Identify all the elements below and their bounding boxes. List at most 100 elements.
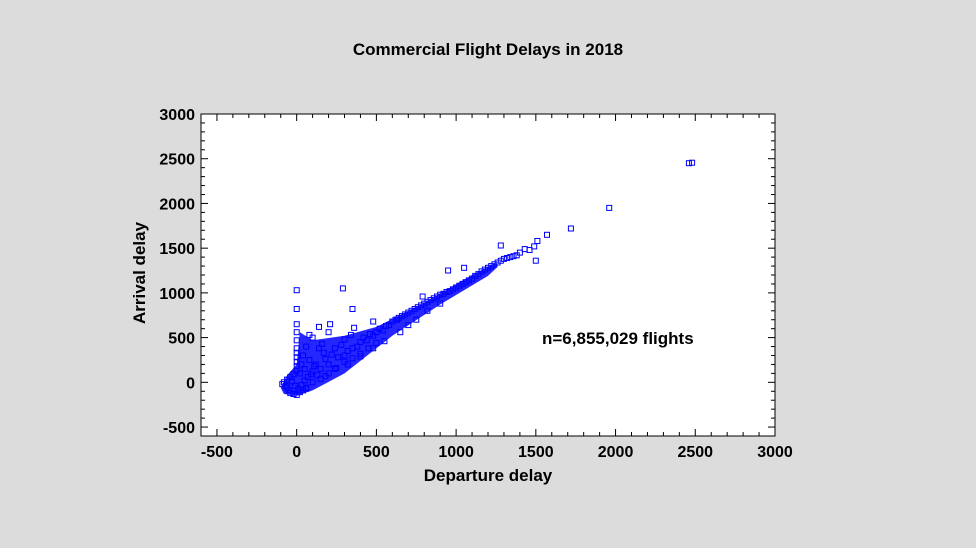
data-point xyxy=(367,331,373,337)
x-tick-label: 3000 xyxy=(757,444,793,461)
data-point xyxy=(459,280,466,287)
data-point xyxy=(472,272,479,279)
data-point xyxy=(685,160,692,167)
data-point xyxy=(338,341,345,348)
data-point xyxy=(349,306,356,312)
data-point xyxy=(347,331,354,338)
data-point xyxy=(491,261,498,268)
data-point xyxy=(379,327,386,334)
data-point xyxy=(349,355,356,362)
data-point xyxy=(331,365,338,372)
data-point xyxy=(534,238,541,244)
data-point xyxy=(532,257,539,264)
data-point xyxy=(413,316,420,323)
data-point xyxy=(325,370,332,377)
y-tick-label: 0 xyxy=(186,375,195,392)
data-point xyxy=(300,352,306,359)
data-point xyxy=(287,390,294,397)
data-point xyxy=(510,253,517,260)
data-point xyxy=(354,343,361,350)
data-point xyxy=(395,314,402,321)
sample-size-annotation: n=6,855,029 flights xyxy=(542,329,694,348)
x-axis-label: Departure delay xyxy=(424,466,553,485)
data-point xyxy=(331,345,338,352)
data-point xyxy=(327,321,334,328)
data-point xyxy=(419,293,426,300)
data-point xyxy=(298,382,305,388)
y-axis-label: Arrival delay xyxy=(130,221,149,324)
data-point xyxy=(414,304,421,311)
data-point xyxy=(295,385,302,392)
data-point xyxy=(424,307,431,314)
y-tick-label: 1000 xyxy=(159,286,195,303)
data-point xyxy=(341,352,348,359)
data-point xyxy=(325,329,332,336)
data-point xyxy=(322,356,329,363)
data-point xyxy=(456,282,463,289)
data-point xyxy=(301,365,308,372)
data-point xyxy=(311,363,318,370)
data-point xyxy=(394,316,401,323)
data-point xyxy=(421,300,428,307)
data-point xyxy=(339,285,346,292)
data-point xyxy=(325,361,332,368)
data-point xyxy=(481,266,488,273)
data-point xyxy=(293,329,300,336)
y-tick-label: 3000 xyxy=(159,107,195,124)
data-point xyxy=(316,345,322,352)
y-tick-label: 2000 xyxy=(159,196,195,213)
data-point xyxy=(357,350,364,357)
data-point xyxy=(317,365,324,372)
data-point xyxy=(500,255,507,262)
chart-title: Commercial Flight Delays in 2018 xyxy=(353,40,623,59)
y-tick-label: 2500 xyxy=(159,152,195,169)
data-point xyxy=(365,345,372,352)
data-point xyxy=(488,263,495,270)
data-point xyxy=(516,249,523,256)
data-point xyxy=(504,255,511,261)
data-point xyxy=(689,159,696,166)
data-points xyxy=(279,159,696,398)
data-point xyxy=(303,343,310,350)
data-point xyxy=(485,264,491,271)
data-point xyxy=(293,337,300,344)
data-point xyxy=(293,306,300,312)
data-point xyxy=(453,284,460,291)
y-tick-label: -500 xyxy=(163,420,195,437)
data-point xyxy=(497,257,504,264)
data-point xyxy=(497,242,504,249)
data-point xyxy=(357,339,364,346)
data-point xyxy=(437,300,444,307)
data-point xyxy=(430,295,437,302)
data-point xyxy=(306,357,313,363)
data-point xyxy=(408,307,415,314)
data-point xyxy=(373,340,380,346)
axis-ticks: -500 0 500 1000 1500 2000 2500 3000 -500 0 500 1000… xyxy=(159,107,792,461)
data-point xyxy=(526,247,533,253)
data-point xyxy=(405,309,412,316)
data-point xyxy=(293,321,300,328)
data-point xyxy=(290,391,297,397)
data-point xyxy=(434,293,440,300)
data-point xyxy=(446,288,453,295)
data-point xyxy=(317,375,324,382)
x-tick-label: 2000 xyxy=(598,444,634,461)
data-point xyxy=(293,345,300,352)
y-tick-label: 500 xyxy=(168,331,195,348)
data-point xyxy=(309,379,316,386)
data-point xyxy=(333,365,340,371)
data-point xyxy=(363,337,370,344)
data-point xyxy=(373,329,380,336)
data-point xyxy=(308,371,314,378)
data-point xyxy=(381,338,388,345)
data-point xyxy=(494,259,501,266)
data-point xyxy=(402,311,409,318)
x-tick-label: 2500 xyxy=(677,444,713,461)
data-point xyxy=(306,331,313,338)
data-point xyxy=(465,277,472,284)
data-point xyxy=(335,354,342,361)
data-point xyxy=(282,382,289,389)
data-point xyxy=(296,389,303,396)
data-point xyxy=(279,381,286,388)
data-point xyxy=(397,329,404,336)
